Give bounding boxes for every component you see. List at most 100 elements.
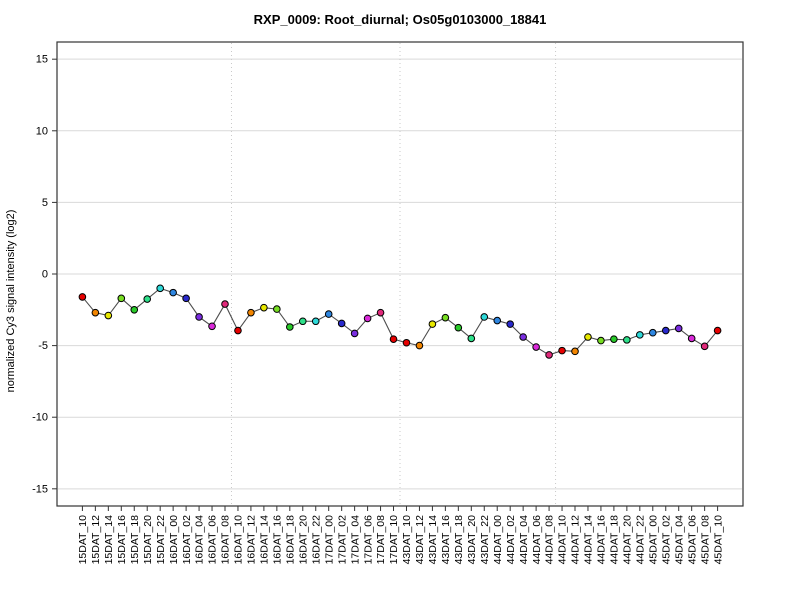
data-point <box>441 313 450 322</box>
x-tick-label: 15DAT_16 <box>116 515 128 565</box>
data-point <box>402 338 411 347</box>
x-tick-label: 44DAT_16 <box>596 515 608 565</box>
data-point <box>558 346 566 355</box>
data-point <box>428 320 437 328</box>
data-point <box>286 323 294 331</box>
data-point <box>376 308 385 317</box>
x-tick-label: 16DAT_14 <box>259 515 271 565</box>
data-point <box>221 300 229 308</box>
x-tick-label: 17DAT_00 <box>323 515 335 565</box>
data-point <box>713 326 722 335</box>
data-point <box>324 310 333 318</box>
data-point <box>104 311 113 320</box>
data-point <box>415 341 424 350</box>
x-tick-label: 44DAT_10 <box>557 515 569 565</box>
y-tick-label: -10 <box>32 412 48 424</box>
data-point <box>195 313 203 321</box>
data-point <box>389 335 398 343</box>
x-tick-label: 15DAT_20 <box>142 515 154 565</box>
y-tick-label: 15 <box>36 54 48 66</box>
x-tick-label: 16DAT_08 <box>220 515 232 565</box>
data-point <box>156 284 164 293</box>
x-tick-label: 45DAT_02 <box>660 515 672 565</box>
x-tick-label: 16DAT_16 <box>272 515 284 565</box>
y-tick-label: 5 <box>42 197 48 209</box>
x-tick-label: 17DAT_02 <box>336 515 348 565</box>
data-point <box>247 308 255 317</box>
x-tick-label: 43DAT_16 <box>440 515 452 565</box>
data-point <box>454 323 463 332</box>
x-tick-label: 45DAT_06 <box>686 515 698 565</box>
data-point <box>571 347 579 356</box>
y-tick-label: -15 <box>32 483 48 495</box>
data-point <box>480 313 489 321</box>
data-point <box>674 324 683 333</box>
x-tick-label: 16DAT_04 <box>194 515 206 565</box>
data-point <box>337 319 346 328</box>
data-point <box>597 336 605 345</box>
data-point <box>636 331 644 339</box>
x-tick-label: 15DAT_14 <box>103 515 115 565</box>
data-point <box>519 333 527 341</box>
x-tick-label: 43DAT_18 <box>453 515 465 565</box>
x-tick-label: 16DAT_22 <box>310 515 322 565</box>
x-tick-label: 15DAT_12 <box>90 515 102 565</box>
x-tick-label: 16DAT_20 <box>297 515 309 565</box>
x-tick-label: 43DAT_14 <box>427 515 439 565</box>
data-point <box>169 288 177 297</box>
x-tick-label: 15DAT_10 <box>77 515 89 565</box>
data-point <box>91 308 100 317</box>
x-tick-label: 17DAT_08 <box>375 515 387 565</box>
x-tick-label: 44DAT_12 <box>570 515 582 565</box>
y-tick-label: 0 <box>42 269 48 281</box>
x-tick-label: 17DAT_04 <box>349 515 361 565</box>
x-tick-label: 44DAT_18 <box>609 515 621 565</box>
x-tick-label: 43DAT_22 <box>479 515 491 565</box>
data-point <box>130 306 139 314</box>
data-point <box>273 305 281 313</box>
data-point <box>506 320 514 328</box>
x-tick-label: 17DAT_06 <box>362 515 374 565</box>
data-point <box>363 314 372 323</box>
data-point <box>117 294 126 303</box>
x-tick-label: 16DAT_12 <box>246 515 258 565</box>
x-tick-label: 44DAT_02 <box>505 515 517 565</box>
data-point <box>610 335 618 343</box>
data-point <box>234 326 242 335</box>
data-point <box>143 295 152 303</box>
x-tick-label: 16DAT_06 <box>207 515 219 565</box>
x-tick-label: 44DAT_00 <box>492 515 504 565</box>
x-tick-label: 44DAT_14 <box>583 515 595 565</box>
x-tick-label: 43DAT_10 <box>401 515 413 565</box>
data-point <box>687 334 696 343</box>
x-tick-label: 45DAT_00 <box>647 515 659 565</box>
x-tick-label: 16DAT_02 <box>181 515 193 565</box>
x-tick-label: 15DAT_18 <box>129 515 141 565</box>
y-axis-label: normalized Cy3 signal intensity (log2) <box>5 210 17 393</box>
data-point <box>584 333 592 341</box>
x-tick-label: 16DAT_18 <box>284 515 296 565</box>
data-point <box>467 334 476 343</box>
data-point <box>350 329 359 338</box>
x-tick-label: 45DAT_04 <box>673 515 685 565</box>
data-point <box>648 328 657 337</box>
x-tick-label: 16DAT_10 <box>233 515 245 565</box>
series-line <box>81 287 719 356</box>
data-point <box>532 343 540 351</box>
data-point <box>311 317 320 326</box>
data-point <box>298 317 307 326</box>
x-tick-label: 44DAT_20 <box>622 515 634 565</box>
x-tick-label: 43DAT_20 <box>466 515 478 565</box>
data-point <box>700 342 709 351</box>
x-tick-label: 16DAT_00 <box>168 515 180 565</box>
data-point <box>78 293 87 301</box>
data-point <box>623 336 631 344</box>
data-point <box>208 322 216 331</box>
x-tick-label: 43DAT_12 <box>414 515 426 565</box>
x-tick-label: 15DAT_22 <box>155 515 167 565</box>
x-tick-label: 45DAT_08 <box>699 515 711 565</box>
y-tick-label: -5 <box>38 340 48 352</box>
x-tick-label: 44DAT_08 <box>544 515 556 565</box>
